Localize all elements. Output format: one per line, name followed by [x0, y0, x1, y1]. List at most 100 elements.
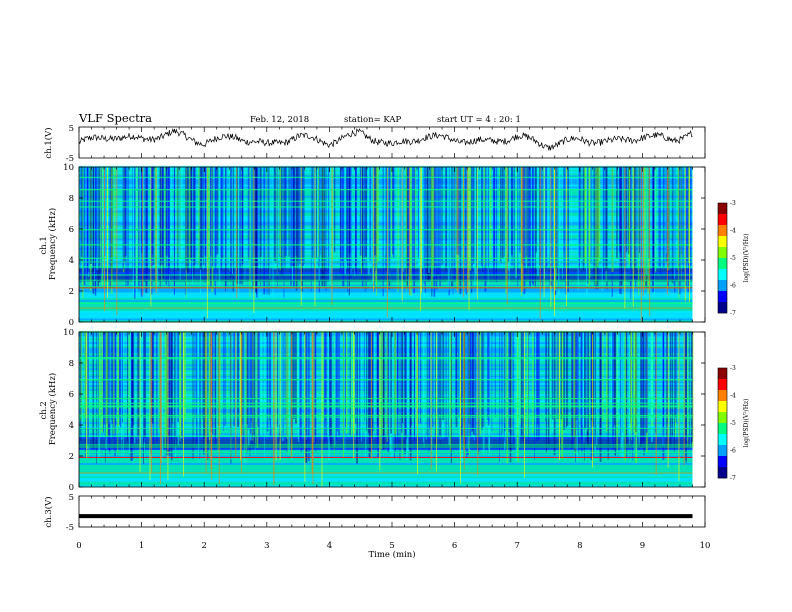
colorbar-cell — [718, 457, 727, 460]
ch1-ytick-bottom: -5 — [66, 154, 74, 164]
colorbar-cell — [718, 263, 727, 266]
colorbar-cell — [718, 285, 727, 288]
xtick-label: 8 — [577, 541, 582, 551]
colorbar-cell — [718, 472, 727, 475]
ch2-spectrogram-ylabel: ch.2 Frequency (kHz) — [39, 373, 58, 445]
ytick-label: 8 — [69, 359, 74, 369]
colorbar-cell — [718, 256, 727, 259]
colorbar-cell — [718, 375, 727, 378]
colorbar-cell — [718, 265, 727, 268]
colorbar-cell — [718, 439, 727, 442]
figure-date: Feb. 12, 2018 — [250, 115, 309, 125]
x-axis-ticks — [78, 127, 706, 527]
figure-start-time: start UT = 4 : 20: 1 — [437, 115, 521, 125]
ch1-spectrogram-panel: 10 8 6 4 2 0 ch.1 Frequency (kHz) — [39, 163, 706, 328]
colorbar-cell — [718, 232, 727, 235]
colorbar-cell — [718, 404, 727, 407]
ytick-label: 10 — [63, 163, 74, 173]
colorbar-cell — [718, 280, 727, 283]
x-axis-label: Time (min) — [368, 549, 415, 560]
colorbar-cell — [718, 424, 727, 427]
colorbar-cell — [718, 289, 727, 292]
colorbar-cell — [718, 459, 727, 462]
ch1-ylabel-line2: Frequency (kHz) — [47, 208, 58, 280]
colorbar-cell — [718, 217, 727, 220]
x-axis-tick-labels: 0 1 2 3 4 5 6 7 8 9 10 — [76, 541, 710, 551]
colorbar-cell — [718, 384, 727, 387]
colorbar-cell — [718, 386, 727, 389]
xtick-label: 10 — [700, 541, 711, 551]
colorbar-cell — [718, 241, 727, 244]
xtick-label: 3 — [264, 541, 269, 551]
xtick-label: 0 — [76, 541, 81, 551]
colorbar-cell — [718, 245, 727, 248]
colorbar-cell — [718, 221, 727, 224]
colorbar-cell — [718, 417, 727, 420]
figure-title: VLF Spectra — [78, 111, 152, 125]
colorbar-cell — [718, 380, 727, 383]
colorbar-cell — [718, 298, 727, 301]
colorbar-cell — [718, 435, 727, 438]
xtick-label: 1 — [139, 541, 144, 551]
colorbar-cell — [718, 248, 727, 251]
colorbar-cell — [718, 421, 727, 424]
colorbar-cell — [718, 395, 727, 398]
ch1-waveform-panel: 5 -5 ch.1(V) — [43, 124, 706, 164]
colorbar-cell — [718, 228, 727, 231]
colorbar-cell — [718, 278, 727, 281]
colorbar-cell — [718, 465, 727, 468]
colorbar-cell — [718, 225, 727, 228]
ytick-label: 10 — [63, 328, 74, 338]
ch1-ytick-top: 5 — [69, 124, 74, 134]
colorbar-cell — [718, 204, 727, 207]
colorbar-cell — [718, 474, 727, 477]
ytick-label: 4 — [69, 256, 74, 266]
colorbar-cell — [718, 230, 727, 233]
colorbar-cell — [718, 410, 727, 413]
colorbar-cell — [718, 311, 727, 314]
colorbar-cell — [718, 247, 727, 250]
colorbar-cell — [718, 450, 727, 453]
colorbar-cell — [718, 423, 727, 426]
colorbar-cell — [718, 406, 727, 409]
ch3-waveform-panel: 5 -5 ch.3(V) — [43, 493, 706, 533]
colorbar-cell — [718, 210, 727, 213]
colorbar-cell — [718, 432, 727, 435]
colorbar-cell — [718, 467, 727, 470]
colorbar-cell — [718, 434, 727, 437]
colorbar-cell — [718, 446, 727, 449]
colorbar-cell — [718, 287, 727, 290]
colorbar-cell — [718, 281, 727, 284]
colorbar-cell — [718, 456, 727, 459]
colorbar-cell — [718, 415, 727, 418]
ch2-spectrogram-panel: 10 8 6 4 2 0 ch.2 Frequency (kHz) — [39, 328, 706, 493]
colorbar-cell — [718, 261, 727, 264]
xtick-label: 7 — [514, 541, 519, 551]
colorbar-cell — [718, 274, 727, 277]
colorbar-cell — [718, 292, 727, 295]
colorbar-tick-label: -7 — [730, 475, 736, 482]
ch2-colorbar: -3 -4 -5 -6 -7 log(PSD)(V²/Hz) — [717, 365, 750, 482]
ch3-ytick-bottom: -5 — [66, 523, 74, 533]
ch1-ylabel: ch.1(V) — [43, 127, 54, 158]
colorbar-cell — [718, 452, 727, 455]
ch1-ylabel-line1: ch.1 — [39, 236, 49, 254]
ytick-label: 0 — [69, 483, 74, 493]
colorbar-cell — [718, 254, 727, 257]
colorbar-cell — [718, 212, 727, 215]
colorbar-cell — [718, 399, 727, 402]
figure-station: station= KAP — [344, 115, 402, 125]
colorbar-cell — [718, 250, 727, 253]
colorbar-cell — [718, 237, 727, 240]
ch3-ytick-top: 5 — [69, 493, 74, 503]
colorbar-cell — [718, 428, 727, 431]
colorbar-cell — [718, 276, 727, 279]
colorbar-cell — [718, 223, 727, 226]
colorbar-cell — [718, 468, 727, 471]
ch2-spectrogram-image — [79, 330, 694, 488]
xtick-label: 6 — [452, 541, 457, 551]
colorbar-cell — [718, 214, 727, 217]
colorbar-cell — [718, 441, 727, 444]
colorbar-cell — [718, 219, 727, 222]
